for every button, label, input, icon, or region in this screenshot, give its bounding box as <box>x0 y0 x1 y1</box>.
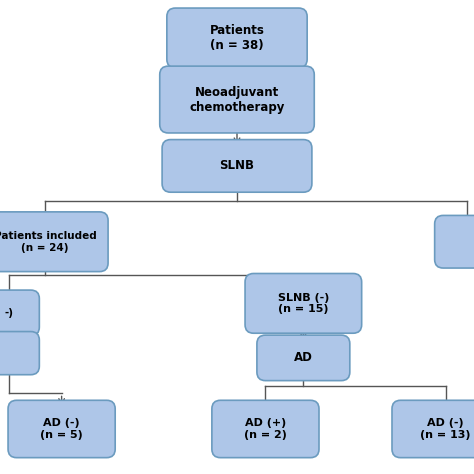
FancyBboxPatch shape <box>8 400 115 458</box>
FancyBboxPatch shape <box>0 332 39 374</box>
FancyBboxPatch shape <box>167 8 307 68</box>
Text: SLNB (-)
(n = 15): SLNB (-) (n = 15) <box>278 292 329 314</box>
FancyBboxPatch shape <box>435 215 474 268</box>
Text: -): -) <box>5 308 14 318</box>
Text: AD (-)
(n = 13): AD (-) (n = 13) <box>420 418 471 440</box>
FancyBboxPatch shape <box>0 290 39 336</box>
Text: Patients included
(n = 24): Patients included (n = 24) <box>0 231 96 253</box>
Text: SLNB: SLNB <box>219 159 255 173</box>
Text: AD: AD <box>294 351 313 365</box>
FancyBboxPatch shape <box>245 273 362 333</box>
Text: AD (-)
(n = 5): AD (-) (n = 5) <box>40 418 83 440</box>
Text: AD (+)
(n = 2): AD (+) (n = 2) <box>244 418 287 440</box>
Text: Patients
(n = 38): Patients (n = 38) <box>210 24 264 52</box>
FancyBboxPatch shape <box>212 400 319 458</box>
FancyBboxPatch shape <box>392 400 474 458</box>
Text: Neoadjuvant
chemotherapy: Neoadjuvant chemotherapy <box>189 85 285 114</box>
FancyBboxPatch shape <box>162 140 312 192</box>
FancyBboxPatch shape <box>0 212 108 272</box>
FancyBboxPatch shape <box>257 335 350 381</box>
FancyBboxPatch shape <box>160 66 314 133</box>
